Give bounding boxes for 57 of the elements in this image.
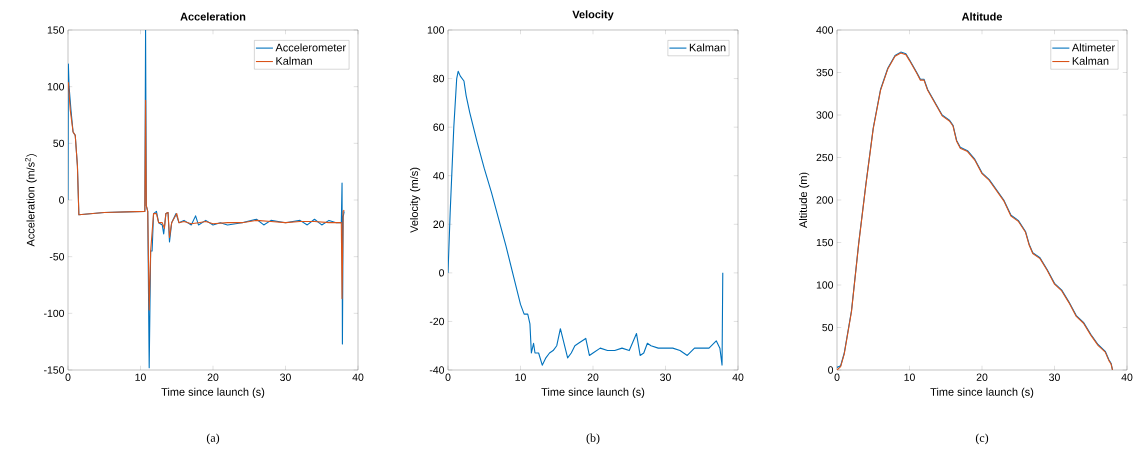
y-tick-label: 50	[53, 139, 65, 148]
y-tick-label: -40	[429, 366, 445, 374]
x-axis-title: Time since launch (s)	[161, 387, 265, 398]
legend-label: Kalman	[689, 43, 726, 52]
legend-label: Kalman	[276, 56, 312, 65]
y-axis-title: Velocity (m/s)	[409, 167, 421, 233]
chart-title: Acceleration	[180, 12, 246, 21]
x-tick-label: 0	[445, 373, 451, 381]
y-axis-title: Acceleration (m/s$^{2}$)	[25, 154, 37, 247]
y-axis-title: Altitude (m)	[798, 172, 810, 228]
x-axis-title: Time since launch (s)	[930, 387, 1034, 398]
y-tick-label: 250	[816, 153, 834, 162]
y-tick-label: 40	[433, 172, 445, 180]
y-tick-label: -150	[44, 366, 65, 374]
x-tick-label: 10	[515, 373, 526, 381]
line-series	[68, 81, 345, 311]
y-tick-label: -100	[44, 309, 65, 318]
x-tick-label: 10	[904, 373, 915, 381]
legend-label: Accelerometer	[275, 43, 346, 52]
y-tick-label: 100	[427, 26, 445, 34]
text: (b)	[586, 433, 600, 445]
y-tick-label: 100	[47, 82, 65, 91]
y-tick-label: 80	[433, 74, 445, 83]
x-tick-label: 30	[660, 373, 671, 381]
x-tick-label: 40	[352, 373, 364, 381]
text: (a)	[206, 433, 220, 445]
legend-label: Kalman	[1072, 56, 1109, 65]
x-tick-label: 0	[834, 373, 840, 381]
y-tick-label: -50	[49, 252, 65, 261]
x-tick-label: 40	[732, 373, 744, 381]
x-tick-label: 30	[1049, 373, 1060, 381]
y-tick-label: 20	[433, 220, 445, 228]
y-tick-label: 350	[816, 68, 834, 77]
y-tick-label: 0	[828, 366, 834, 374]
x-tick-label: 20	[587, 373, 599, 381]
y-tick-label: 60	[433, 123, 445, 131]
x-tick-label: 10	[135, 373, 146, 381]
y-tick-label: 0	[59, 196, 65, 204]
y-tick-label: 200	[816, 196, 834, 204]
y-tick-label: 150	[47, 26, 65, 34]
text: (c)	[975, 433, 989, 445]
x-axis-title: Time since launch (s)	[541, 387, 645, 398]
y-tick-label: 300	[816, 111, 834, 119]
y-tick-label: 50	[822, 323, 834, 332]
y-tick-label: -20	[429, 317, 445, 326]
chart-title: Altitude	[961, 12, 1003, 21]
y-tick-label: 100	[816, 281, 834, 289]
y-tick-label: 150	[816, 238, 834, 247]
legend-label: Altimeter	[1071, 43, 1115, 52]
x-tick-label: 20	[976, 373, 988, 381]
x-tick-label: 40	[1121, 373, 1133, 381]
chart-title: Velocity	[572, 10, 614, 21]
x-tick-label: 0	[65, 373, 71, 381]
y-tick-label: 400	[816, 26, 834, 34]
y-tick-label: 0	[439, 269, 445, 277]
x-tick-label: 20	[207, 373, 219, 381]
x-tick-label: 30	[280, 373, 291, 381]
